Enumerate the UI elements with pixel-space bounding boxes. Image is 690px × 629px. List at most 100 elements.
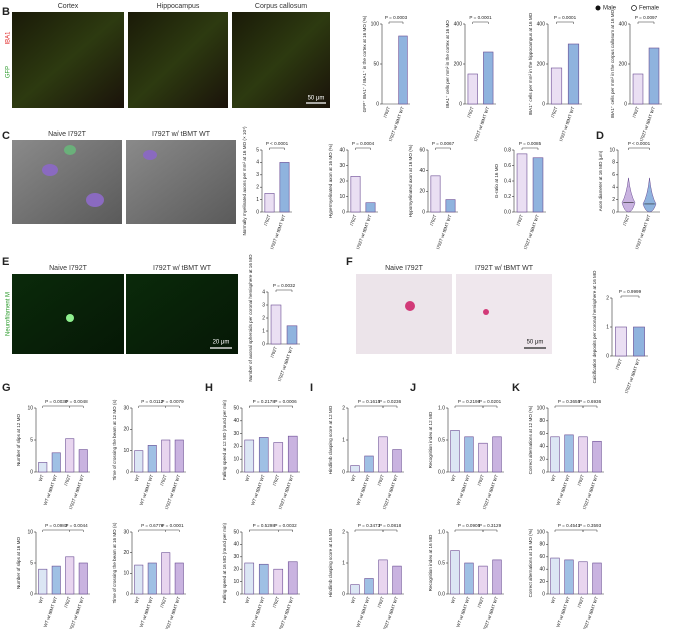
y-axis-label: Correct alternations at 16 MO (%): [528, 528, 533, 597]
x-tick-label: I792T: [576, 596, 585, 609]
y-tick-label: 40: [539, 567, 545, 573]
significance-bracket: [42, 529, 70, 532]
p-value: P = 0.0818: [379, 523, 402, 528]
significance-bracket: [165, 529, 180, 532]
significance-bracket: [354, 405, 384, 408]
significance-bracket: [42, 405, 70, 408]
y-tick-label: 4: [262, 289, 265, 295]
x-tick-label: I792T w/ tBMT WT: [355, 214, 372, 250]
significance-bracket: [69, 405, 84, 408]
x-tick-label: WT w/ tBMT WT: [139, 474, 155, 506]
p-value: P = 0.0004: [352, 141, 375, 146]
y-tick-label: 20: [339, 178, 345, 184]
image-title: I792T w/ tBMT WT: [152, 131, 211, 138]
bar: [364, 455, 374, 473]
bar: [364, 578, 374, 595]
micrograph: [126, 274, 238, 354]
x-tick-label: I792T: [63, 596, 72, 609]
x-tick-label: WT w/ tBMT WT: [355, 474, 371, 506]
y-tick-label: 200: [619, 61, 628, 67]
bar: [567, 43, 580, 105]
y-tick-label: 20: [539, 579, 545, 585]
y-axis-label: G-ratio at 16 MO: [494, 163, 499, 198]
x-tick-label: I792T w/ tBMT WT: [388, 106, 405, 142]
x-tick-label: I792T: [382, 106, 391, 119]
significance-bracket: [637, 21, 655, 24]
significance-bracket: [482, 405, 498, 408]
bar: [492, 436, 502, 473]
y-axis-label: Falling speed at 16 MO (round per min): [222, 522, 227, 603]
x-tick-label: I792T: [159, 596, 168, 609]
y-tick-label: 5: [256, 147, 259, 153]
x-tick-label: WT: [550, 474, 557, 482]
bar: [445, 199, 456, 213]
bar: [450, 550, 460, 595]
bar: [258, 437, 269, 473]
y-tick-label: 2: [342, 529, 345, 535]
y-tick-label: 1: [256, 197, 259, 203]
y-tick-label: 0: [30, 469, 33, 475]
p-value: P = 0.0079: [161, 399, 184, 404]
y-tick-label: 0: [342, 209, 345, 215]
y-tick-label: 40: [233, 542, 239, 548]
x-tick-label: I792T w/ tBMT WT: [382, 596, 399, 629]
panel-letter: F: [346, 256, 353, 268]
y-tick-label: 20: [123, 550, 129, 556]
y-tick-label: 8: [612, 160, 615, 166]
x-tick-label: I792T: [349, 214, 358, 227]
x-tick-label: WT: [38, 596, 45, 604]
highlight: [64, 145, 76, 155]
bar: [478, 442, 488, 473]
x-tick-label: I792T: [476, 474, 485, 487]
p-value: P = 0.0032: [273, 283, 296, 288]
significance-bracket: [278, 405, 293, 408]
y-tick-label: 100: [537, 405, 546, 411]
y-tick-label: 1.0: [438, 529, 445, 535]
y-tick-label: 1: [342, 560, 345, 566]
x-tick-label: I792T: [263, 214, 272, 227]
y-tick-label: 2: [342, 405, 345, 411]
channel-label: GFP: [6, 66, 12, 78]
y-tick-label: 30: [123, 529, 129, 535]
x-tick-label: WT: [450, 474, 457, 482]
p-value: P = 0.0032: [274, 523, 297, 528]
y-axis-label: Hindlimb clasping score at 16 MO: [328, 528, 333, 597]
x-tick-label: WT: [450, 596, 457, 604]
x-tick-label: I792T w/ tBMT WT: [582, 474, 599, 510]
micrograph: [12, 274, 124, 354]
y-tick-label: 40: [339, 147, 345, 153]
y-tick-label: 200: [454, 61, 463, 67]
violin: [642, 177, 657, 213]
y-tick-label: 5: [30, 560, 33, 566]
significance-bracket: [628, 147, 650, 150]
bar: [648, 47, 660, 105]
x-tick-label: I792T w/ tBMT WT: [382, 474, 399, 510]
significance-bracket: [582, 529, 598, 532]
y-tick-label: 10: [233, 457, 239, 463]
bar: [550, 436, 560, 473]
x-tick-label: I792T w/ tBMT WT: [435, 214, 452, 250]
bar: [51, 452, 61, 473]
p-value: P = 0.0030: [45, 399, 68, 404]
y-tick-label: 0: [342, 591, 345, 597]
significance-bracket: [354, 529, 384, 532]
panel-letter: B: [2, 6, 10, 18]
x-tick-label: I792T w/ tBMT WT: [558, 106, 575, 142]
bar: [38, 568, 48, 595]
x-tick-label: I792T: [272, 474, 281, 487]
bar: [65, 556, 75, 595]
spheroid: [66, 314, 74, 322]
p-value: P = 0.6936: [579, 399, 602, 404]
x-tick-label: I792T w/ tBMT WT: [68, 474, 85, 510]
x-tick-label: I792T w/ tBMT WT: [634, 214, 651, 250]
bar: [592, 562, 602, 595]
y-tick-label: 2: [262, 315, 265, 321]
bar: [264, 193, 275, 213]
legend-marker: [595, 5, 601, 11]
y-axis-label: IBA1⁺ cells per mm² in the cortex at 16 …: [445, 20, 450, 108]
y-tick-label: 10: [233, 579, 239, 585]
y-axis-label: Hypermyelinated axon at 16 MO (%): [328, 143, 333, 218]
x-tick-label: I792T w/ tBMT WT: [624, 358, 641, 394]
x-tick-label: I792T: [550, 106, 559, 119]
x-tick-label: I792T w/ tBMT WT: [278, 596, 295, 629]
